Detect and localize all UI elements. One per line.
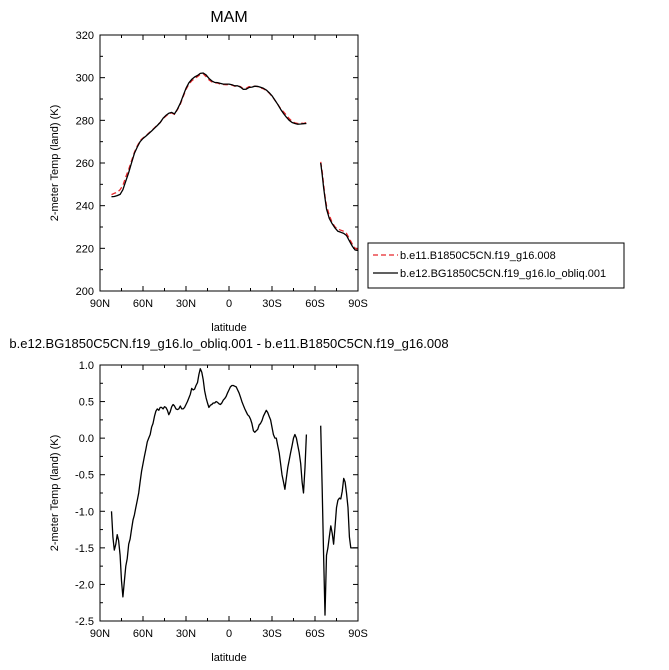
series-line-0-segment-0 [110,368,308,598]
y-tick-label: 0.5 [79,397,94,409]
series-line-0-segment-1 [320,425,358,616]
y-tick-label: 1.0 [79,360,94,372]
x-tick-label: 30N [176,628,196,640]
legend-label-control: b.e11.B1850C5CN.f19_g16.008 [400,250,556,262]
x-tick-label: 90N [90,298,110,310]
x-tick-label: 90N [90,628,110,640]
legend: b.e11.B1850C5CN.f19_g16.008 b.e12.BG1850… [367,242,625,289]
legend-label-lo-obliq: b.e12.BG1850C5CN.f19_g16.lo_obliq.001 [400,268,606,280]
legend-box [367,242,625,289]
bottom-y-axis-label: 2-meter Temp (land) (K) [49,435,61,552]
top-panel: MAM 2-meter Temp (land) (K) latitude 90N… [49,9,368,334]
y-tick-label: 300 [76,73,94,85]
x-tick-label: 0 [226,628,232,640]
x-tick-label: 60S [305,628,325,640]
y-tick-label: 280 [76,115,94,127]
top-x-axis-label: latitude [211,322,246,334]
series-line-1-segment-0 [111,72,307,198]
top-series-lines [111,72,359,252]
y-tick-label: -2.0 [75,579,94,591]
y-tick-label: 200 [76,286,94,298]
bottom-panel: b.e12.BG1850C5CN.f19_g16.lo_obliq.001 - … [9,336,448,664]
y-tick-label: -2.5 [75,616,94,628]
bottom-x-axis-label: latitude [211,652,246,664]
x-tick-label: 0 [226,298,232,310]
x-tick-label: 60S [305,298,325,310]
top-ticks: 90N 60N 30N 0 30S 60S 90S 200 220 240 260 280 300 320 [76,30,368,310]
x-tick-label: 90S [348,298,368,310]
bottom-ticks: 90N 60N 30N 0 30S 60S 90S -2.5 -2.0 -1.5 -1.0 -0.5 0… [75,360,368,640]
y-tick-label: -0.5 [75,470,94,482]
x-tick-label: 30N [176,298,196,310]
y-tick-label: 220 [76,243,94,255]
x-tick-label: 30S [262,298,282,310]
y-tick-label: 0.0 [79,433,94,445]
series-line-0-segment-0 [111,73,307,196]
y-tick-label: -1.5 [75,543,94,555]
x-tick-label: 60N [133,628,153,640]
x-tick-label: 60N [133,298,153,310]
bottom-series-lines [110,368,358,616]
bottom-plot-frame [99,364,359,622]
top-plot-frame [99,34,359,292]
series-line-1-segment-1 [320,162,359,252]
top-y-axis-label: 2-meter Temp (land) (K) [49,105,61,222]
x-tick-label: 30S [262,628,282,640]
bottom-chart-title: b.e12.BG1850C5CN.f19_g16.lo_obliq.001 - … [9,336,448,351]
top-chart-title: MAM [210,9,247,26]
y-tick-label: 240 [76,201,94,213]
y-tick-label: 260 [76,158,94,170]
x-tick-label: 90S [348,628,368,640]
y-tick-label: -1.0 [75,506,94,518]
y-tick-label: 320 [76,30,94,42]
